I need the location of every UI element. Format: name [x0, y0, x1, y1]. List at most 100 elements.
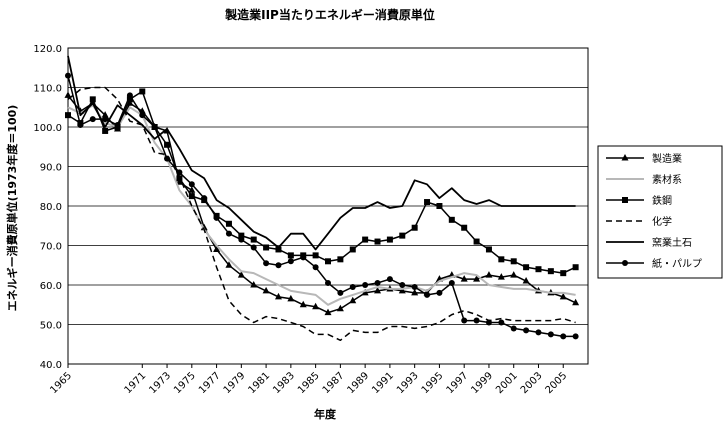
data-point [188, 181, 195, 188]
x-tick-label: 1993 [395, 370, 421, 396]
y-tick-label: 110.0 [33, 84, 62, 95]
x-tick-label: 1981 [246, 370, 272, 396]
data-point [485, 271, 493, 278]
x-tick-label: 1983 [271, 370, 297, 396]
data-point [572, 298, 580, 306]
data-point [461, 224, 468, 231]
x-axis-label: 年度 [314, 407, 337, 421]
legend-item: 紙・パルプ [606, 257, 702, 270]
data-point [411, 288, 419, 296]
data-point [436, 289, 443, 296]
data-point [349, 296, 357, 304]
data-point [151, 124, 158, 130]
data-point [349, 283, 356, 290]
data-point [522, 277, 530, 284]
data-point [126, 96, 133, 103]
data-point [213, 245, 221, 252]
series-line [67, 104, 576, 306]
series-group [67, 55, 576, 251]
data-point [424, 199, 431, 206]
data-point [498, 256, 505, 263]
data-point [275, 246, 282, 253]
legend-item: 窯業土石 [606, 236, 692, 249]
data-point [399, 282, 406, 288]
data-point [510, 271, 518, 278]
data-point [299, 300, 307, 308]
data-point [324, 308, 332, 316]
data-point [139, 112, 146, 119]
data-point [510, 258, 517, 265]
legend-item: 化学 [606, 215, 672, 228]
data-point [325, 258, 331, 265]
y-tick-layer: 40.0 50.0 60.0 70.0 80.0 90.0 100.0 110.0 120.0 [33, 44, 62, 371]
y-tick-label: 90.0 [40, 163, 62, 174]
legend-label: 鉄鋼 [652, 194, 672, 207]
y-tick-label: 40.0 [40, 360, 62, 371]
data-point [225, 230, 232, 237]
x-tick-layer: 1965 197119731975197719791981198319851987… [48, 364, 569, 396]
data-point [287, 252, 294, 259]
data-point [238, 236, 245, 243]
y-axis-label: エネルギー消費原単位(1973年度＝100) [5, 105, 19, 312]
plot-area [67, 47, 589, 365]
x-tick-label: 1997 [445, 370, 471, 396]
data-point [523, 327, 530, 334]
data-point [102, 127, 109, 134]
data-point [448, 216, 455, 223]
x-tick-label: 1989 [345, 370, 371, 396]
data-point [436, 203, 443, 209]
data-point [262, 286, 270, 294]
data-point [336, 304, 344, 312]
legend-box [597, 145, 723, 279]
legend-label: 窯業土石 [652, 236, 692, 249]
data-point [312, 264, 319, 271]
legend-label: 化学 [652, 215, 672, 228]
data-point [523, 264, 530, 271]
data-point [547, 268, 554, 275]
legend-item: 素材系 [606, 173, 682, 186]
data-point [263, 244, 270, 251]
data-point [547, 331, 554, 338]
data-point [275, 262, 282, 269]
data-point [498, 319, 505, 326]
x-tick-label: 1991 [370, 370, 396, 396]
data-point [250, 244, 257, 251]
data-point [560, 270, 567, 277]
series-layer [64, 55, 580, 342]
data-point [460, 275, 468, 282]
data-point [535, 266, 542, 273]
legend-marker [621, 154, 629, 161]
data-point [213, 214, 220, 221]
data-point [362, 236, 369, 243]
data-point [374, 238, 381, 245]
data-point [89, 116, 96, 123]
x-tick-label: 1973 [147, 370, 173, 396]
series-line [67, 86, 576, 342]
data-point [201, 195, 208, 202]
data-point [386, 276, 393, 283]
legend-label: 紙・パルプ [652, 257, 702, 270]
data-point [362, 282, 369, 288]
legend-item: 鉄鋼 [606, 194, 672, 207]
data-point [200, 223, 208, 231]
data-point [263, 260, 270, 267]
x-tick-label: 1975 [172, 370, 198, 396]
data-point [399, 232, 406, 239]
data-point [349, 246, 356, 253]
data-point [572, 264, 579, 271]
data-point [374, 286, 382, 294]
x-tick-label: 1985 [296, 370, 322, 396]
data-point [139, 88, 146, 95]
data-point [164, 155, 171, 162]
data-point [225, 261, 233, 268]
series-group [65, 72, 579, 340]
x-tick-label: 2001 [494, 370, 520, 396]
legend-marker [622, 260, 628, 266]
data-point [361, 288, 369, 296]
x-tick-label: 1999 [469, 370, 495, 396]
data-point [473, 238, 480, 245]
y-tick-label: 100.0 [33, 123, 62, 134]
data-point [102, 116, 109, 123]
